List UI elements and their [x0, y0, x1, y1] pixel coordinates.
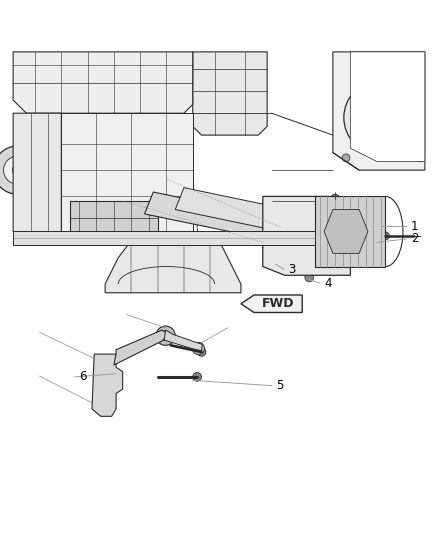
- Circle shape: [342, 154, 350, 162]
- Circle shape: [12, 165, 23, 175]
- Polygon shape: [333, 52, 425, 170]
- Polygon shape: [315, 197, 385, 266]
- Circle shape: [355, 91, 407, 144]
- Circle shape: [4, 156, 32, 184]
- Circle shape: [100, 398, 108, 406]
- Circle shape: [344, 80, 418, 155]
- Bar: [4, 39, 429, 293]
- Polygon shape: [105, 240, 241, 293]
- Polygon shape: [145, 192, 280, 240]
- Polygon shape: [13, 52, 193, 113]
- Circle shape: [335, 221, 357, 243]
- Circle shape: [305, 273, 314, 282]
- Polygon shape: [114, 330, 169, 365]
- Polygon shape: [164, 330, 202, 351]
- Circle shape: [197, 348, 206, 356]
- Text: 4: 4: [324, 277, 332, 289]
- Circle shape: [417, 154, 424, 162]
- Circle shape: [280, 257, 290, 267]
- Text: FWD: FWD: [262, 297, 294, 310]
- Circle shape: [192, 342, 205, 354]
- Circle shape: [0, 146, 42, 194]
- Polygon shape: [70, 201, 158, 236]
- Circle shape: [195, 345, 201, 351]
- Text: 1: 1: [411, 220, 418, 233]
- Text: 2: 2: [411, 232, 418, 245]
- Circle shape: [193, 373, 201, 381]
- Polygon shape: [241, 295, 302, 312]
- Polygon shape: [175, 188, 289, 231]
- Polygon shape: [13, 113, 61, 240]
- Polygon shape: [263, 197, 350, 275]
- Text: 5: 5: [276, 379, 283, 392]
- Polygon shape: [324, 209, 368, 253]
- Polygon shape: [61, 113, 193, 240]
- Circle shape: [341, 226, 351, 237]
- Polygon shape: [193, 52, 267, 135]
- Circle shape: [381, 232, 389, 240]
- Text: 6: 6: [79, 370, 86, 383]
- Circle shape: [100, 406, 108, 414]
- Circle shape: [331, 194, 339, 203]
- Text: 3: 3: [288, 263, 296, 276]
- Circle shape: [368, 104, 394, 131]
- Circle shape: [156, 326, 175, 345]
- Polygon shape: [350, 52, 425, 161]
- Polygon shape: [13, 231, 315, 245]
- Polygon shape: [92, 354, 123, 416]
- Circle shape: [161, 331, 170, 341]
